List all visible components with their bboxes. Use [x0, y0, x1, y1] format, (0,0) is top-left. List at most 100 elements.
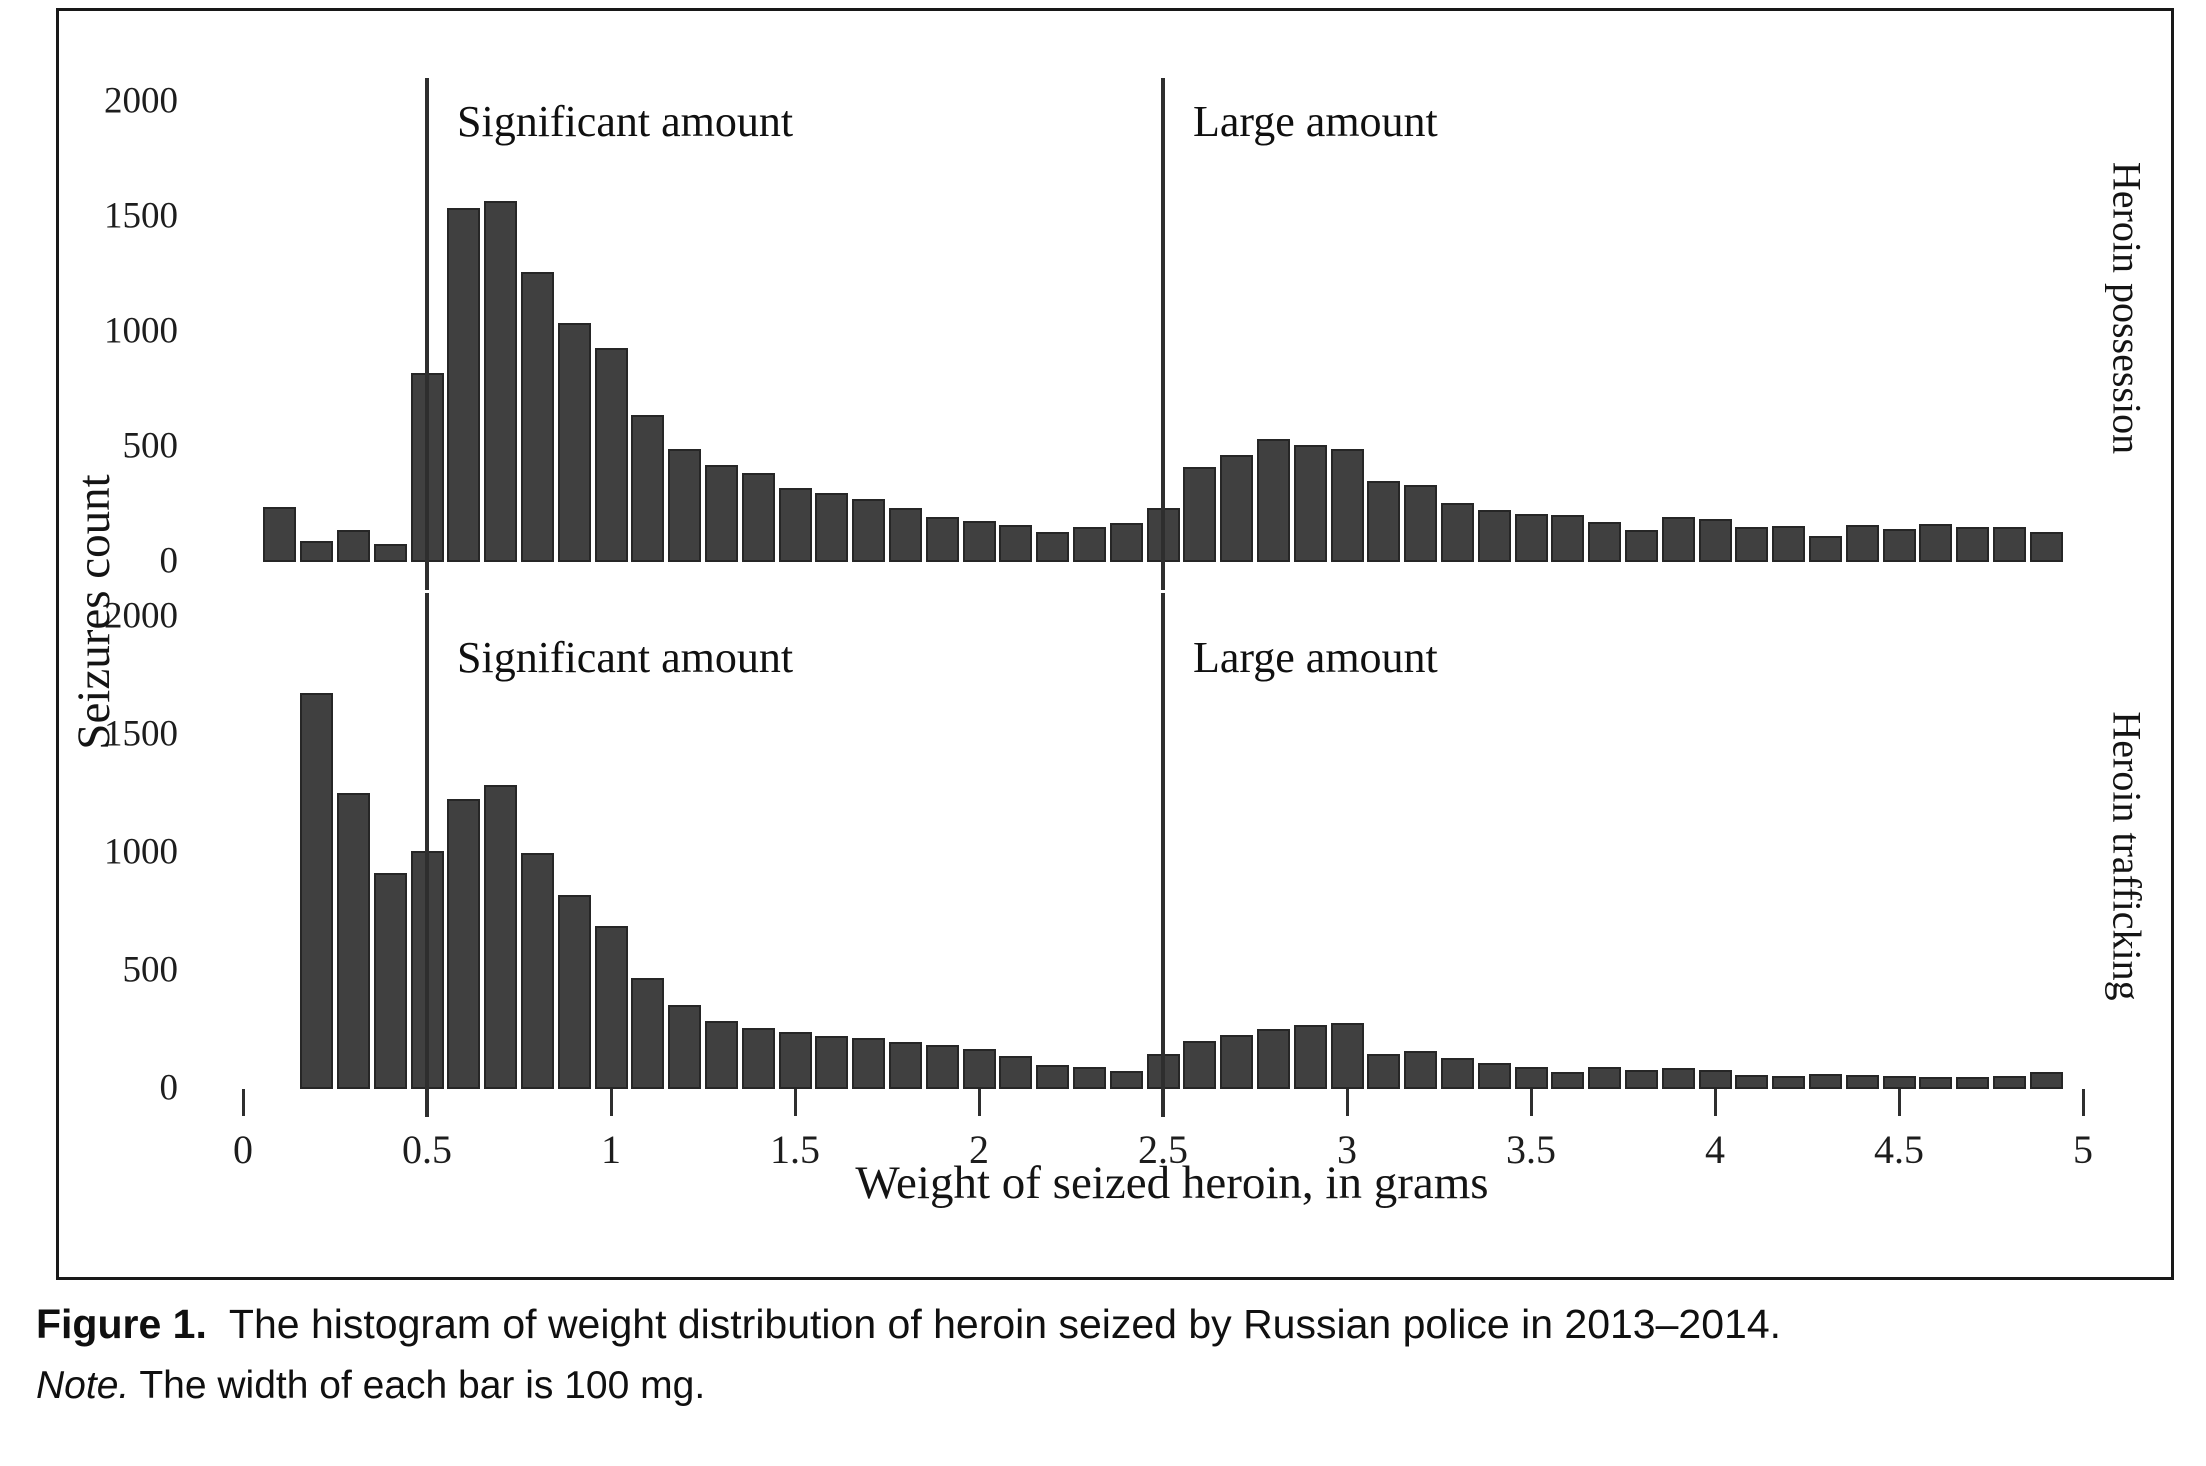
y-tick-label: 0 [159, 540, 179, 582]
histogram-bar [2030, 1072, 2063, 1089]
x-tick-label: 3.5 [1506, 1127, 1556, 1172]
y-tick-label: 1000 [104, 831, 178, 873]
x-axis-title: Weight of seized heroin, in grams [855, 1157, 1489, 1209]
x-tick-mark [610, 1089, 613, 1116]
histogram-bar [1809, 536, 1842, 562]
histogram-bar [999, 525, 1032, 562]
histogram-bar [1441, 503, 1474, 562]
histogram-bar [1367, 481, 1400, 562]
note-text: The width of each bar is 100 mg. [139, 1363, 706, 1407]
threshold-label: Large amount [1193, 633, 1438, 682]
histogram-bar [484, 201, 517, 562]
figure-caption: Figure 1. The histogram of weight distri… [36, 1296, 2176, 1418]
histogram-bar [1183, 1041, 1216, 1089]
threshold-line [425, 78, 429, 590]
histogram-bar [1073, 1067, 1106, 1089]
histogram-bar [1551, 515, 1584, 562]
histogram-bar [1588, 522, 1621, 562]
histogram-bar [779, 1032, 812, 1089]
histogram-bar [1772, 526, 1805, 562]
caption-label: Figure 1. [36, 1301, 207, 1347]
histogram-bar [889, 1042, 922, 1089]
histogram-bar [300, 541, 333, 562]
histogram-bar [1993, 527, 2026, 562]
y-tick-label: 2000 [104, 80, 178, 122]
y-tick-label: 500 [122, 949, 179, 991]
histogram-bar [1367, 1054, 1400, 1089]
histogram-bar [1883, 1076, 1916, 1089]
histogram-bar [521, 853, 554, 1089]
y-tick-label: 1500 [104, 713, 178, 755]
x-tick-label: 2.5 [1138, 1127, 1188, 1172]
histogram-bar [1183, 467, 1216, 562]
histogram-bar [631, 415, 664, 562]
histogram-bar [1515, 1067, 1548, 1089]
histogram-bar [1625, 530, 1658, 562]
histogram-bar [1883, 529, 1916, 562]
histogram-bar [1993, 1076, 2026, 1089]
histogram-bar [595, 926, 628, 1089]
histogram-bar [1662, 517, 1695, 562]
histogram-bar [447, 799, 480, 1089]
histogram-bar [1110, 1071, 1143, 1089]
histogram-bar [705, 465, 738, 562]
histogram-bar [1846, 1075, 1879, 1089]
histogram-bar [1919, 1077, 1952, 1089]
histogram-bar [1699, 1070, 1732, 1089]
x-tick-label: 3 [1337, 1127, 1357, 1172]
histogram-bar [1331, 1023, 1364, 1089]
x-tick-mark [794, 1089, 797, 1116]
x-tick-mark [426, 1089, 429, 1116]
x-tick-label: 5 [2073, 1127, 2093, 1172]
x-tick-label: 0.5 [402, 1127, 452, 1172]
histogram-bar [1478, 1063, 1511, 1089]
threshold-line [425, 593, 429, 1117]
histogram-bar [815, 1036, 848, 1089]
histogram-bar [668, 1005, 701, 1089]
x-tick-label: 1.5 [770, 1127, 820, 1172]
histogram-bar [337, 793, 370, 1089]
histogram-bar [1257, 1029, 1290, 1089]
histogram-bar [926, 517, 959, 562]
histogram-bar [1699, 519, 1732, 562]
histogram-bar [521, 272, 554, 562]
histogram-bar [705, 1021, 738, 1089]
histogram-bar [1331, 449, 1364, 562]
histogram-bar [1588, 1067, 1621, 1089]
threshold-line [1161, 78, 1165, 590]
histogram-bar [337, 530, 370, 562]
x-tick-mark [1530, 1089, 1533, 1116]
note-label: Note. [36, 1363, 130, 1407]
histogram-bar [1956, 1077, 1989, 1089]
histogram-bar [631, 978, 664, 1089]
y-tick-label: 2000 [104, 595, 178, 637]
threshold-label: Significant amount [457, 633, 794, 682]
histogram-bar [1036, 1065, 1069, 1089]
note-line: Note. The width of each bar is 100 mg. [36, 1359, 2176, 1413]
caption-text: The histogram of weight distribution of … [228, 1301, 1782, 1347]
x-tick-label: 1 [601, 1127, 621, 1172]
y-tick-label: 1000 [104, 310, 178, 352]
histogram-bar [1919, 524, 1952, 562]
histogram-bar [815, 493, 848, 562]
histogram-bar [1478, 510, 1511, 562]
histogram-bar [742, 473, 775, 562]
histogram-bar [1515, 514, 1548, 562]
histogram-bar [263, 507, 296, 562]
histogram-bar [374, 544, 407, 562]
x-tick-mark [2082, 1089, 2085, 1116]
histogram-bar [447, 208, 480, 562]
threshold-label: Large amount [1193, 97, 1438, 146]
y-tick-label: 0 [159, 1067, 179, 1109]
histogram-bar [1809, 1074, 1842, 1089]
x-tick-mark [242, 1089, 245, 1116]
histogram-bar [1625, 1070, 1658, 1089]
caption-line: Figure 1. The histogram of weight distri… [36, 1296, 2176, 1353]
histogram-bar [558, 323, 591, 562]
histogram-bar [1220, 455, 1253, 562]
panel-strip-label: Heroin possession [2104, 161, 2150, 455]
histogram-bar [300, 693, 333, 1089]
histogram-bar [1404, 1051, 1437, 1089]
histogram-bar [1294, 445, 1327, 562]
